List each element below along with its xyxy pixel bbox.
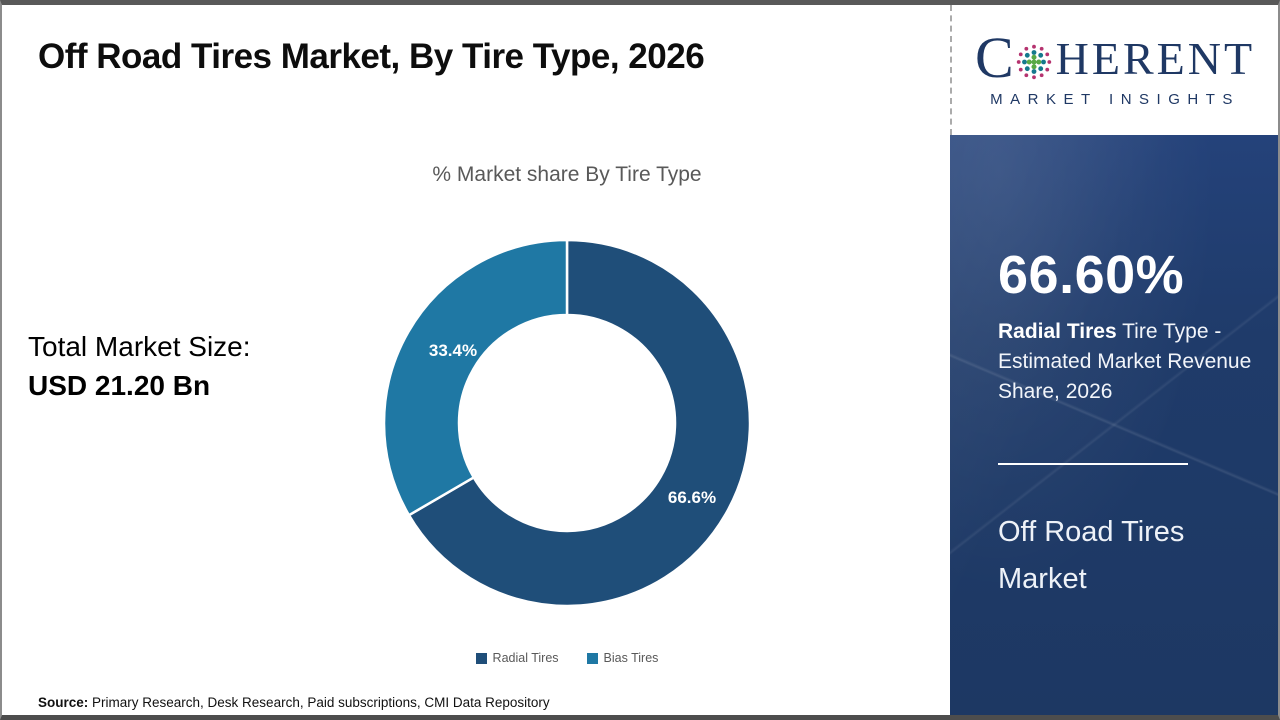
legend-label: Radial Tires xyxy=(492,651,559,665)
source-note: Source: Primary Research, Desk Research,… xyxy=(38,695,550,710)
brand-letter-c: C xyxy=(974,25,1014,91)
donut-label-bias: 33.4% xyxy=(429,341,477,360)
highlight-sidebar: 66.60% Radial Tires Tire Type - Estimate… xyxy=(950,135,1278,715)
legend-swatch-bias-icon xyxy=(586,652,598,664)
highlight-stat-rest: Tire Type - Estimated Market Revenue Sha… xyxy=(998,320,1252,403)
highlight-stat-description: Radial Tires Tire Type - Estimated Marke… xyxy=(998,317,1252,407)
chart-title: % Market share By Tire Type xyxy=(432,163,702,186)
donut-slice-radial-tires xyxy=(407,238,752,608)
donut-label-radial: 66.6% xyxy=(668,488,716,507)
sidebar-divider xyxy=(998,463,1188,465)
donut-chart: 33.4% 66.6% xyxy=(367,223,767,623)
legend-label: Bias Tires xyxy=(603,651,659,665)
market-name: Off Road Tires Market xyxy=(998,516,1185,595)
highlight-stat-segment: Radial Tires xyxy=(998,320,1117,343)
source-label: Source: xyxy=(38,695,89,710)
legend-item-radial-tires: Radial Tires xyxy=(475,651,559,665)
brand-logo-row: C HERENT xyxy=(974,25,1256,91)
donut-slice-bias-tires xyxy=(382,238,569,517)
brand-tagline: MARKET INSIGHTS xyxy=(990,90,1240,108)
total-market-size-value: USD 21.20 Bn xyxy=(28,370,211,401)
total-market-size-label: Total Market Size: xyxy=(28,331,251,362)
brand-letters-rest: HERENT xyxy=(1055,32,1256,84)
total-market-size: Total Market Size: USD 21.20 Bn xyxy=(28,327,251,405)
page-title: Off Road Tires Market, By Tire Type, 202… xyxy=(38,37,705,76)
source-text: Primary Research, Desk Research, Paid su… xyxy=(88,695,550,710)
brand-logo: C HERENT MARKET IN xyxy=(950,5,1278,135)
legend-item-bias-tires: Bias Tires xyxy=(586,651,659,665)
legend-swatch-radial-icon xyxy=(475,652,487,664)
chart-legend: Radial Tires Bias Tires xyxy=(357,651,777,665)
highlight-stat-value: 66.60% xyxy=(998,245,1185,305)
coherent-globe-icon xyxy=(1016,44,1051,79)
